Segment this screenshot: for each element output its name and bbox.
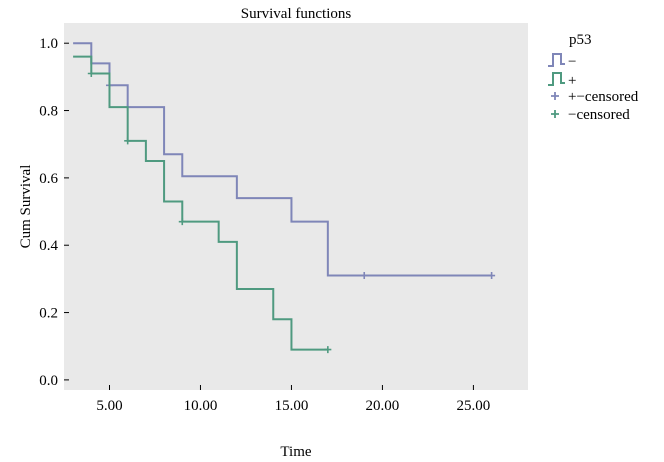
legend-censor-icon xyxy=(551,110,559,118)
survival-step-line xyxy=(73,42,492,277)
plot-area xyxy=(64,23,528,390)
chart-title: Survival functions xyxy=(241,6,352,22)
censor-mark xyxy=(124,137,132,145)
legend-censor-icon xyxy=(551,92,559,100)
legend: p53 − ++−censored −censored xyxy=(548,32,639,123)
x-tick-label: 20.00 xyxy=(366,398,400,414)
censor-mark xyxy=(324,346,332,354)
y-tick-label: 0.6 xyxy=(39,171,58,187)
series-plus xyxy=(73,55,332,354)
legend-entry-label: −censored xyxy=(568,107,630,123)
x-tick-label: 15.00 xyxy=(275,398,309,414)
censor-mark xyxy=(178,218,186,226)
x-axis-title: Time xyxy=(280,444,311,460)
legend-step-icon xyxy=(548,72,565,86)
y-axis-title: Cum Survival xyxy=(18,165,34,249)
legend-step-icon xyxy=(548,53,565,67)
x-tick-label: 5.00 xyxy=(96,398,122,414)
legend-title: p53 xyxy=(569,32,592,48)
y-tick-label: 0.4 xyxy=(39,238,58,254)
legend-entry-label: − xyxy=(568,54,576,70)
y-tick-label: 1.0 xyxy=(39,36,58,52)
y-tick-label: 0.0 xyxy=(39,373,58,389)
legend-entry-label: +−censored xyxy=(568,89,639,105)
censor-mark xyxy=(488,272,496,280)
x-tick-label: 25.00 xyxy=(457,398,491,414)
censor-mark xyxy=(87,70,95,78)
legend-entry-label: + xyxy=(568,73,576,89)
axes: 0.0 0.2 0.4 0.6 0.8 1.0 5.00 10.00 15.00 20.00 25.… xyxy=(39,36,490,414)
survival-step-line xyxy=(73,55,328,351)
x-tick-label: 10.00 xyxy=(184,398,218,414)
series-layer xyxy=(73,42,496,354)
y-tick-label: 0.8 xyxy=(39,104,58,120)
censor-mark xyxy=(360,272,368,280)
y-tick-label: 0.2 xyxy=(39,306,58,322)
